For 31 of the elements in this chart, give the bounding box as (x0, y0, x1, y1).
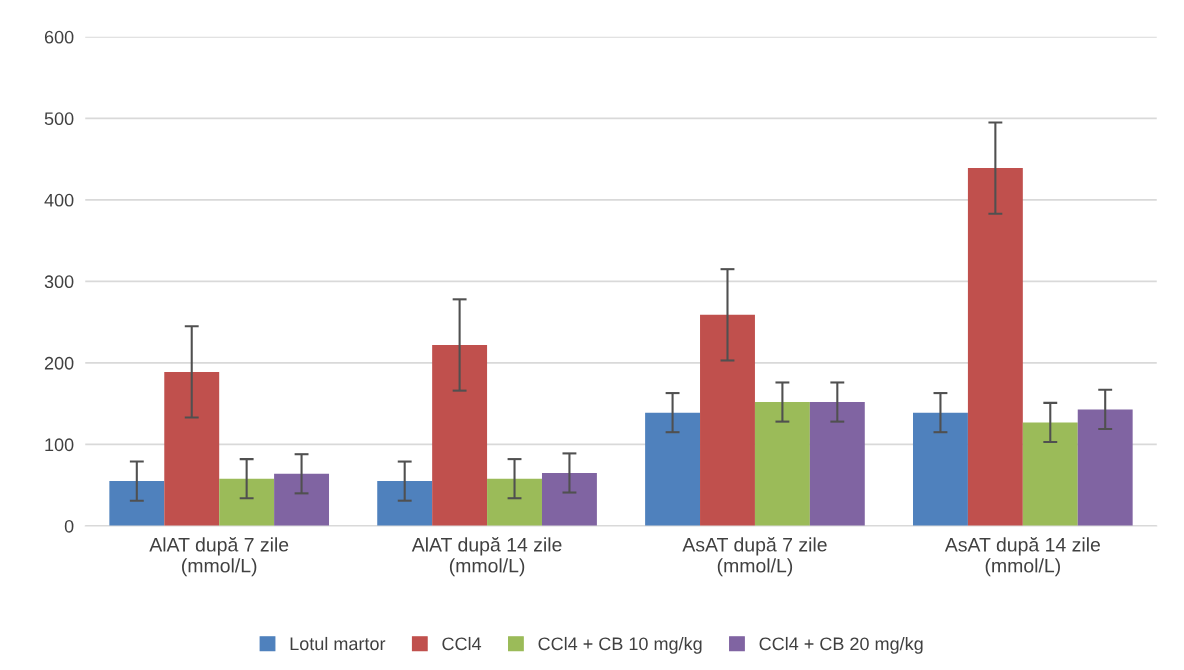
legend-label: CCl4 + CB 20 mg/kg (759, 636, 923, 654)
y-tick-label: 500 (44, 112, 74, 126)
y-tick-label: 400 (44, 193, 74, 207)
bar (109, 481, 165, 526)
x-tick-label: AsAT după 7 zile (mmol/L) (682, 537, 827, 577)
y-tick-label: 300 (44, 275, 74, 289)
bar (700, 314, 755, 526)
bar (809, 402, 865, 526)
bar (645, 412, 701, 526)
legend-label: Lotul martor (290, 636, 386, 651)
bar (164, 371, 220, 526)
bar (1022, 422, 1078, 526)
bar (1077, 409, 1133, 526)
x-tick-label: AlAT după 14 zile (mmol/L) (411, 537, 562, 577)
y-tick-label: 100 (45, 438, 74, 452)
x-tick-label: AlAT după 7 zile (mmol/L) (149, 537, 289, 577)
bar (754, 402, 810, 526)
legend-label: CCl4 + CB 10 mg/kg (538, 636, 702, 654)
bar (432, 344, 488, 526)
y-tick-label: 200 (44, 356, 74, 370)
bar (274, 473, 330, 526)
x-tick-label: AsAT după 14 zile (mmol/L) (944, 537, 1100, 577)
y-tick-label: 0 (64, 519, 74, 533)
bar (913, 412, 968, 526)
bar (377, 481, 433, 526)
legend-label: CCl4 (442, 636, 482, 651)
bar (219, 478, 275, 526)
bar (541, 472, 597, 526)
y-tick-label: 600 (44, 30, 74, 44)
bar (487, 478, 542, 526)
bar (967, 168, 1023, 526)
